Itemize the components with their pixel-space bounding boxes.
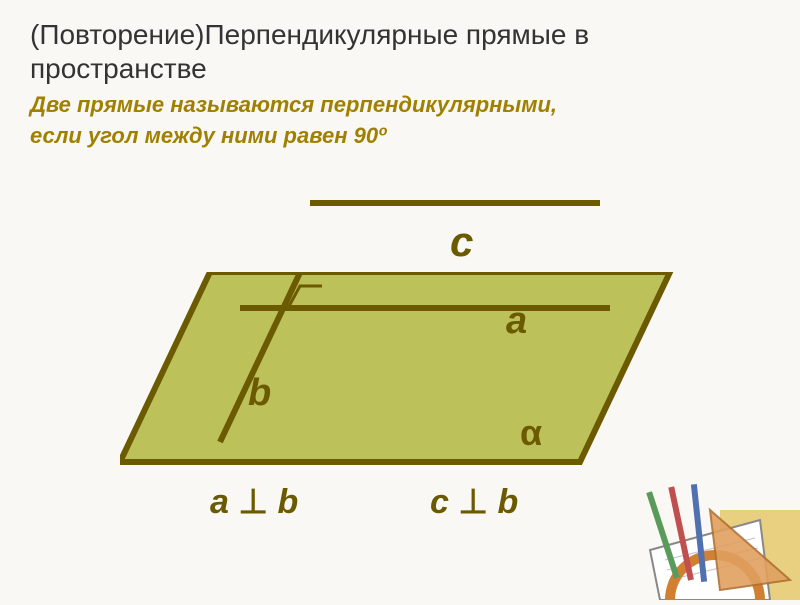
formula-a-perp-b: a ⊥ b: [210, 482, 298, 522]
label-a: a: [506, 300, 527, 343]
geometry-diagram: c a b α a ⊥ b c ⊥ b: [120, 200, 670, 520]
plane-alpha: [120, 272, 670, 462]
label-alpha: α: [520, 412, 542, 454]
label-c: c: [450, 218, 473, 266]
formula-c-perp-b: c ⊥ b: [430, 482, 518, 522]
definition-line-2: если угол между ними равен 90º: [0, 120, 800, 151]
perp-symbol: ⊥: [458, 483, 488, 521]
corner-decoration: [610, 450, 800, 600]
plane-svg: [120, 272, 680, 472]
formula1-left: a: [210, 483, 229, 521]
plane-polygon: [120, 272, 670, 462]
formula1-right: b: [277, 483, 298, 521]
stationery-art-icon: [610, 450, 800, 600]
definition-line-1: Две прямые называются перпендикулярными,: [0, 87, 800, 120]
page-title: (Повторение)Перпендикулярные прямые в пр…: [0, 0, 800, 87]
label-b: b: [248, 372, 271, 415]
perp-symbol: ⊥: [238, 483, 268, 521]
formula2-right: b: [497, 483, 518, 521]
formula2-left: c: [430, 483, 449, 521]
line-c: [310, 200, 600, 206]
